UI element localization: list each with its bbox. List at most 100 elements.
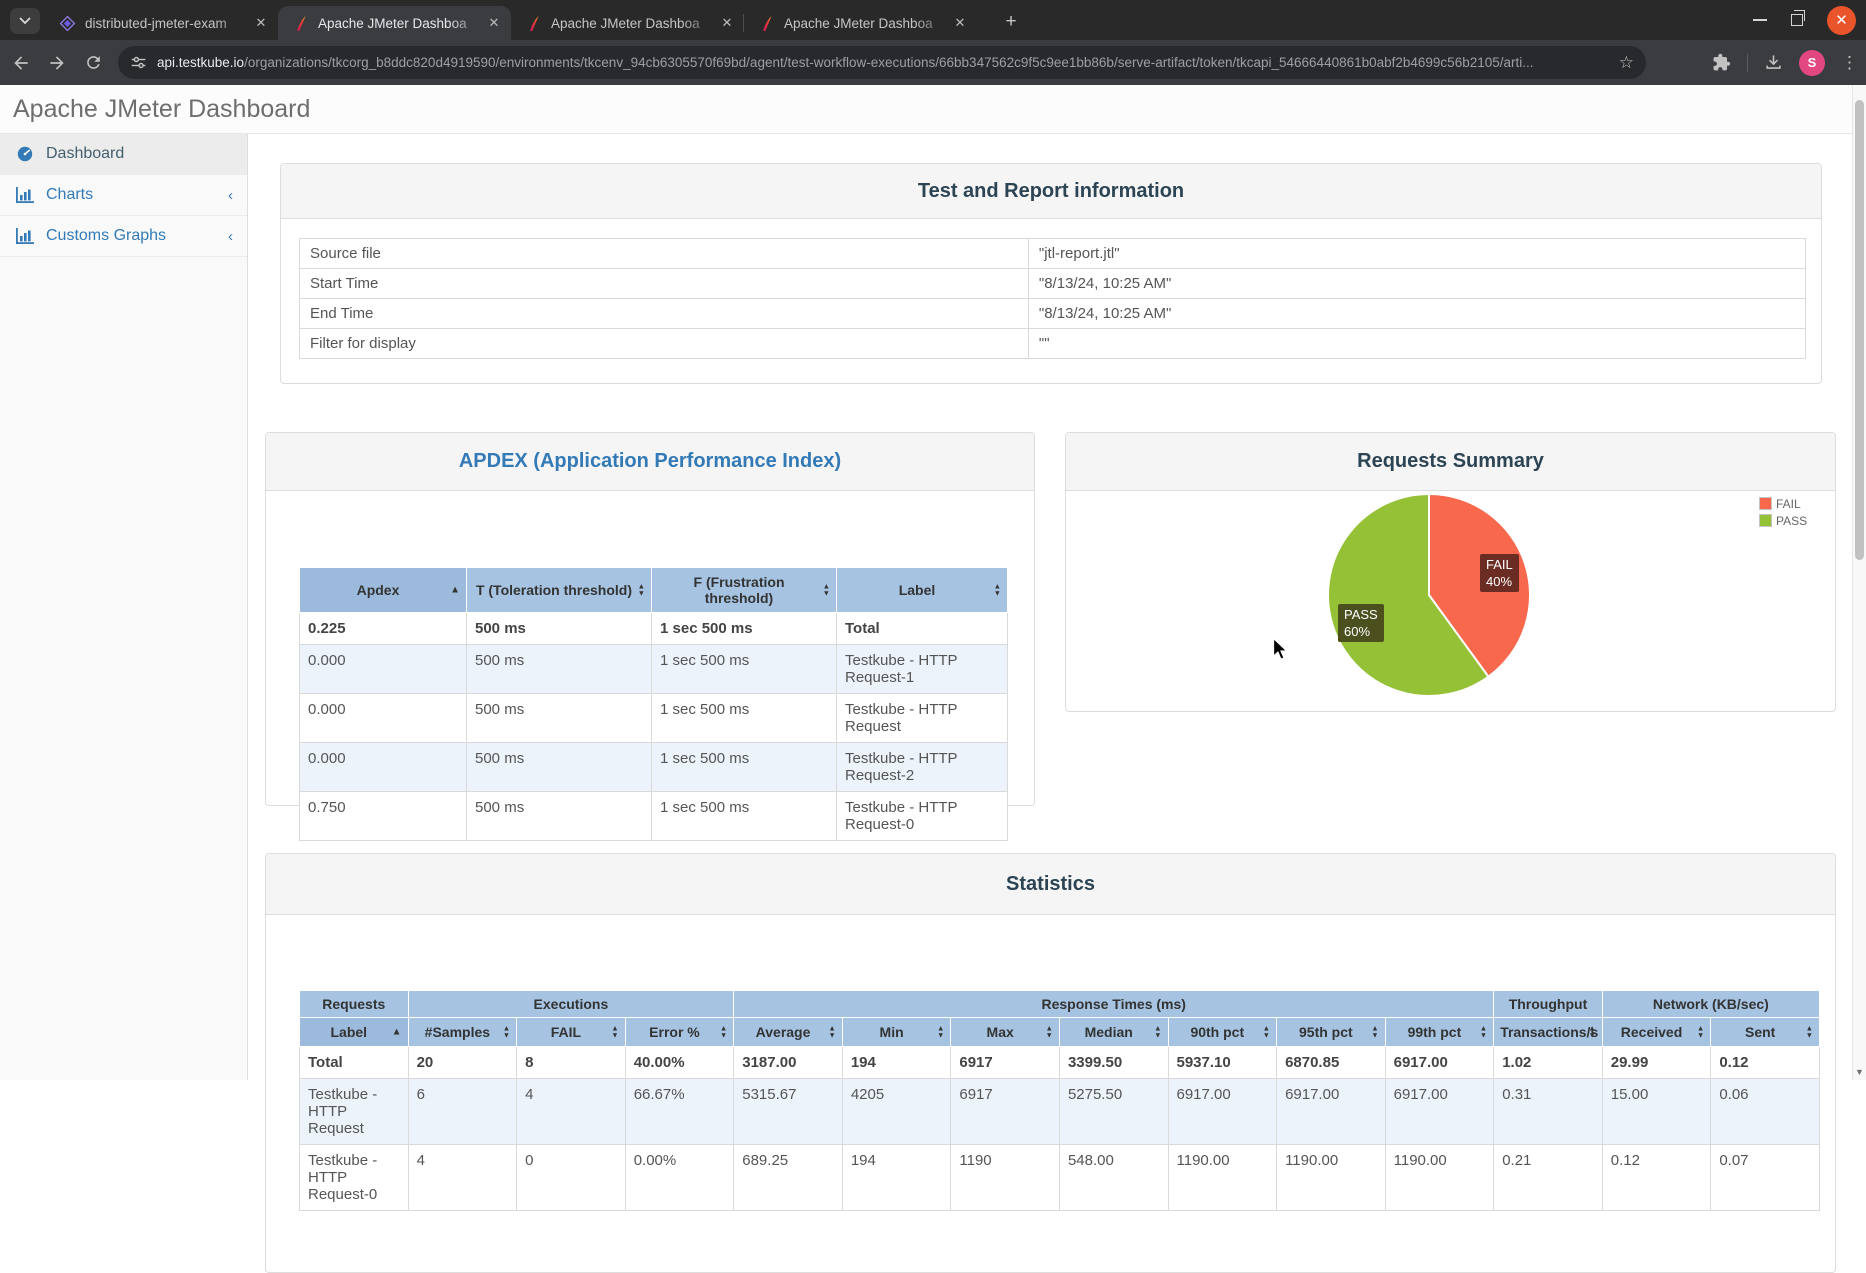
tab-close-icon[interactable]: ✕ xyxy=(485,14,503,32)
browser-tab[interactable]: Apache JMeter Dashboa ✕ xyxy=(278,6,511,40)
table-cell: "8/13/24, 10:25 AM" xyxy=(1028,299,1805,329)
legend-label: PASS xyxy=(1776,514,1807,528)
tab-close-icon[interactable]: ✕ xyxy=(252,14,270,32)
column-header[interactable]: Sent▲▼ xyxy=(1711,1018,1820,1047)
scrollbar[interactable]: ▼ xyxy=(1852,85,1866,1080)
legend-item[interactable]: FAIL xyxy=(1759,495,1807,512)
column-header-label: T (Toleration threshold) xyxy=(476,582,632,598)
sort-icon: ▲▼ xyxy=(1480,1026,1487,1039)
url-text: api.testkube.io/organizations/tkcorg_b8d… xyxy=(157,55,1611,70)
table-cell: 689.25 xyxy=(734,1145,843,1211)
table-cell: 3399.50 xyxy=(1059,1047,1168,1079)
window-close-button[interactable]: ✕ xyxy=(1827,6,1856,35)
bookmark-star-icon[interactable]: ☆ xyxy=(1619,53,1634,73)
sort-icon: ▲▼ xyxy=(823,584,830,597)
sort-icon: ▲▼ xyxy=(994,584,1001,597)
column-header[interactable]: Transactions/s▲▼ xyxy=(1494,1018,1603,1047)
browser-menu-icon[interactable]: ⋮ xyxy=(1841,53,1858,73)
sort-icon: ▲▼ xyxy=(1697,1026,1704,1039)
table-cell: 1190 xyxy=(951,1145,1060,1211)
legend-swatch xyxy=(1759,514,1772,527)
pie-label-fail: FAIL 40% xyxy=(1480,554,1519,592)
column-header[interactable]: T (Toleration threshold)▲▼ xyxy=(467,568,652,613)
browser-tab[interactable]: distributed-jmeter-exam ✕ xyxy=(45,6,278,40)
table-cell: 0.21 xyxy=(1494,1145,1603,1211)
column-header[interactable]: 95th pct▲▼ xyxy=(1277,1018,1386,1047)
new-tab-button[interactable]: + xyxy=(1000,12,1022,34)
download-icon[interactable] xyxy=(1764,53,1783,72)
column-group-header: Response Times (ms) xyxy=(734,991,1494,1018)
browser-tab[interactable]: Apache JMeter Dashboa ✕ xyxy=(744,6,977,40)
legend-item[interactable]: PASS xyxy=(1759,512,1807,529)
scrollbar-down-arrow[interactable]: ▼ xyxy=(1853,1067,1866,1077)
column-header-label: F (Frustration threshold) xyxy=(694,574,785,606)
apdex-panel: APDEX (Application Performance Index) Ap… xyxy=(265,432,1035,806)
column-header[interactable]: FAIL▲▼ xyxy=(517,1018,626,1047)
pie-legend: FAIL PASS xyxy=(1759,495,1807,529)
extensions-puzzle-icon[interactable] xyxy=(1712,53,1731,72)
sidebar-item[interactable]: Dashboard xyxy=(0,134,247,175)
column-header[interactable]: 90th pct▲▼ xyxy=(1168,1018,1277,1047)
column-header[interactable]: Received ▲▼ xyxy=(1602,1018,1711,1047)
sidebar-item[interactable]: Customs Graphs ‹ xyxy=(0,216,247,257)
forward-arrow-icon xyxy=(47,53,67,73)
browser-toolbar: api.testkube.io/organizations/tkcorg_b8d… xyxy=(0,40,1866,85)
table-cell: Testkube - HTTP Request-1 xyxy=(837,645,1008,694)
column-header[interactable]: Max▲▼ xyxy=(951,1018,1060,1047)
window-minimize-button[interactable] xyxy=(1753,19,1767,21)
tab-search-button[interactable] xyxy=(10,8,40,34)
column-header[interactable]: Median▲▼ xyxy=(1059,1018,1168,1047)
page-header: Apache JMeter Dashboard xyxy=(0,85,1866,134)
column-header[interactable]: Min▲▼ xyxy=(842,1018,951,1047)
window-restore-button[interactable] xyxy=(1791,14,1803,26)
back-button[interactable] xyxy=(6,48,36,78)
column-header[interactable]: Error %▲▼ xyxy=(625,1018,734,1047)
table-cell: 0 xyxy=(517,1145,626,1211)
column-header[interactable]: Apdex▲ xyxy=(300,568,467,613)
column-group-header: Network (KB/sec) xyxy=(1602,991,1819,1018)
sidebar-item-label: Dashboard xyxy=(46,145,233,163)
table-cell: 6 xyxy=(408,1079,517,1145)
tab-close-icon[interactable]: ✕ xyxy=(951,14,969,32)
browser-tab[interactable]: Apache JMeter Dashboa ✕ xyxy=(511,6,744,40)
table-cell: Testkube - HTTP Request xyxy=(837,694,1008,743)
reload-button[interactable] xyxy=(78,48,108,78)
table-cell: 1 sec 500 ms xyxy=(652,694,837,743)
sort-icon: ▲▼ xyxy=(828,1026,835,1039)
table-cell: Start Time xyxy=(300,269,1029,299)
profile-avatar[interactable]: S xyxy=(1799,50,1825,76)
forward-button[interactable] xyxy=(42,48,72,78)
url-bar[interactable]: api.testkube.io/organizations/tkcorg_b8d… xyxy=(118,46,1646,79)
table-cell: Testkube - HTTP Request-2 xyxy=(837,743,1008,792)
column-header[interactable]: Average▲▼ xyxy=(734,1018,843,1047)
column-header[interactable]: F (Frustration threshold) ▲▼ xyxy=(652,568,837,613)
column-header[interactable]: Label▲▼ xyxy=(837,568,1008,613)
scrollbar-thumb[interactable] xyxy=(1855,100,1864,560)
window-controls: ✕ xyxy=(1753,0,1856,40)
table-cell: 5275.50 xyxy=(1059,1079,1168,1145)
jmeter-favicon-icon xyxy=(758,15,775,32)
panel-title: Test and Report information xyxy=(918,180,1184,203)
column-header-label: Label xyxy=(330,1024,367,1040)
tab-close-icon[interactable]: ✕ xyxy=(718,14,736,32)
table-cell: 5315.67 xyxy=(734,1079,843,1145)
chevron-down-icon xyxy=(19,17,31,25)
sidebar-item[interactable]: Charts ‹ xyxy=(0,175,247,216)
chevron-left-icon[interactable]: ‹ xyxy=(228,187,233,204)
toolbar-separator xyxy=(1747,54,1748,72)
column-header-label: Received xyxy=(1621,1024,1682,1040)
column-header[interactable]: 99th pct▲▼ xyxy=(1385,1018,1494,1047)
legend-swatch xyxy=(1759,497,1772,510)
table-cell: Total xyxy=(837,613,1008,645)
column-header[interactable]: Label▲ xyxy=(300,1018,409,1047)
chevron-left-icon[interactable]: ‹ xyxy=(228,228,233,245)
column-header[interactable]: #Samples▲▼ xyxy=(408,1018,517,1047)
table-cell: 6917.00 xyxy=(1168,1079,1277,1145)
requests-summary-pie-chart xyxy=(1319,485,1539,705)
table-cell: 6917 xyxy=(951,1079,1060,1145)
test-report-info-panel: Test and Report information Source file"… xyxy=(280,163,1822,384)
sidebar-item-label: Customs Graphs xyxy=(46,227,228,245)
